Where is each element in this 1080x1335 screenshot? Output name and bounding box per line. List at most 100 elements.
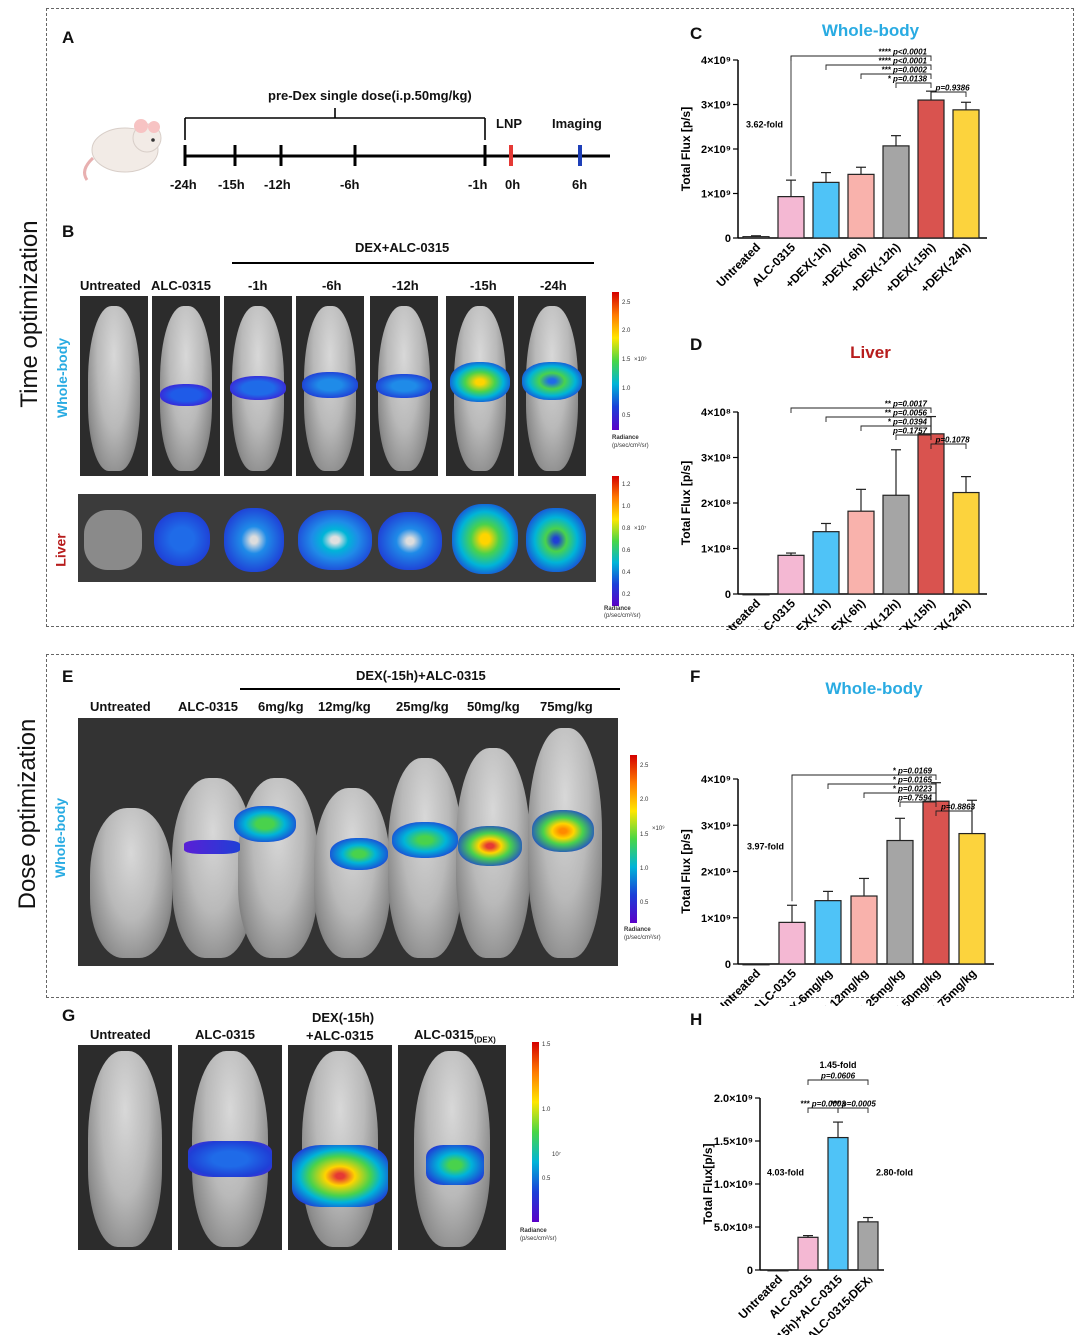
imaging-label: Imaging [552,116,602,131]
bar [952,491,980,595]
g-col-alcdex: ALC-0315(DEX) [414,1027,496,1045]
b-img-12h [370,296,438,476]
y-tick-label: 0 [725,233,731,245]
b-col-6h: -6h [322,278,342,293]
b-cb2-unit: ×10⁷ [634,526,647,532]
panel-letter-h: H [690,1010,703,1029]
panel-letter-a: A [62,28,75,47]
significance-label: p=0.1078 [934,436,970,445]
y-tick-label: 2×10⁹ [701,867,731,879]
significance-bracket [825,64,932,70]
significance-label: *** p=0.0003 [800,1100,846,1109]
bar [857,1221,879,1271]
y-tick-label: 3×10⁹ [701,100,731,112]
mouse-cartoon-icon [83,119,162,181]
e-cb-tick: 0.5 [640,900,649,906]
fold-label: 3.62-fold [746,120,783,130]
g-col-alcdex-sub: (DEX) [473,1035,496,1045]
bar [767,1269,789,1272]
y-tick-label: 1.0×10⁹ [714,1179,753,1191]
panel-letter-g: G [62,1006,76,1025]
g-img-dex [288,1045,392,1250]
b-colorbar-liver [612,476,619,606]
significance-bracket [895,434,932,440]
side-title-dose: Dose optimization [14,718,41,910]
bar [742,593,770,596]
e-col-25: 25mg/kg [396,699,449,714]
e-group-line [240,688,620,690]
dose-optimization-frame [46,654,1074,998]
chart-f: Whole-body 0 1×10⁹ 2×10⁹ 3×10⁹ 4×10⁹ Total Flu… [679,679,994,1006]
significance-label: ** p=0.0017 [885,400,928,409]
bar [778,921,806,965]
e-col-75: 75mg/kg [540,699,593,714]
b-col-24h: -24h [540,278,567,293]
e-mouse-6 [238,778,318,958]
b-row-label-liver: Liver [52,533,69,567]
b-img-untreated [80,296,148,476]
g-cb-unit: 10⁷ [552,1152,561,1158]
b-cb2-tick: 0.6 [622,548,631,554]
y-tick-label: 1.5×10⁹ [714,1136,753,1148]
b-cb1-tick: 2.5 [622,300,631,306]
b-cb1-radiance: Radiance [612,435,639,441]
y-tick-label: 2.0×10⁹ [714,1093,753,1105]
significance-bracket [930,443,967,449]
bar [952,109,980,239]
significance-bracket [930,91,967,97]
g-col-dex-line1: DEX(-15h) [312,1010,375,1025]
fold-label: 2.80-fold [876,1167,913,1177]
significance-label: p=0.9386 [934,84,970,93]
significance-bracket [825,416,932,422]
chart-c: Whole-body 0 1×10⁹ 2×10⁹ 3×10⁹ 4×10⁹ Total Flu… [679,21,987,296]
significance-bracket [899,801,937,807]
e-col-alc: ALC-0315 [178,699,238,714]
b-cb2-radiance-unit: (p/sec/cm²/sr) [604,613,641,619]
e-cb-tick: 1.5 [640,832,649,838]
b-img-15h [446,296,514,476]
timepoint-15h: -15h [218,177,245,192]
chart-title: Whole-body [822,21,920,40]
fold-label: 1.45-fold [819,1060,856,1070]
b-row-label-wholebody: Whole-body [54,337,71,419]
bar [922,800,950,965]
panel-letter-b: B [62,222,75,241]
timepoint-0h: 0h [505,177,521,192]
e-mouse-untreated [90,808,172,958]
fold-label: 4.03-fold [767,1167,804,1177]
b-cb2-tick: 0.4 [622,570,631,576]
significance-label: *** p=0.0005 [830,1100,876,1109]
g-img-alcdex [398,1045,506,1250]
e-col-untreated: Untreated [90,699,151,714]
y-tick-label: 0 [747,1265,753,1277]
significance-label: p=0.8863 [940,803,976,812]
panel-letter-f: F [690,667,701,686]
e-cb-radiance-unit: (p/sec/cm²/sr) [624,935,661,941]
e-mouse-12 [314,788,390,958]
y-axis-label: Total Flux [p/s] [679,461,693,545]
timepoint-6h: -6h [340,177,360,192]
significance-bracket [790,407,932,413]
b-img-24h [518,296,586,476]
b-img-1h [224,296,292,476]
y-tick-label: 0 [725,959,731,971]
b-img-6h [296,296,364,476]
bar [886,839,914,965]
y-tick-label: 3×10⁹ [701,820,731,832]
significance-label: * p=0.0394 [888,418,928,427]
significance-label: * p=0.0223 [893,785,933,794]
significance-bracket [837,1107,869,1113]
significance-bracket [935,810,973,816]
timepoint-6h-imaging: 6h [572,177,588,192]
bar [917,99,945,239]
significance-bracket [863,792,937,798]
g-col-dex-line2: +ALC-0315 [306,1028,374,1043]
b-col-untreated: Untreated [80,278,141,293]
b-cb1-unit: ×10⁹ [634,357,647,363]
b-cb1-tick: 0.5 [622,413,631,419]
chart-title: Liver [850,343,891,362]
e-col-6: 6mg/kg [258,699,304,714]
bar [847,173,875,239]
y-tick-label: 5.0×10⁸ [714,1222,753,1234]
panel-letter-d: D [690,335,703,354]
